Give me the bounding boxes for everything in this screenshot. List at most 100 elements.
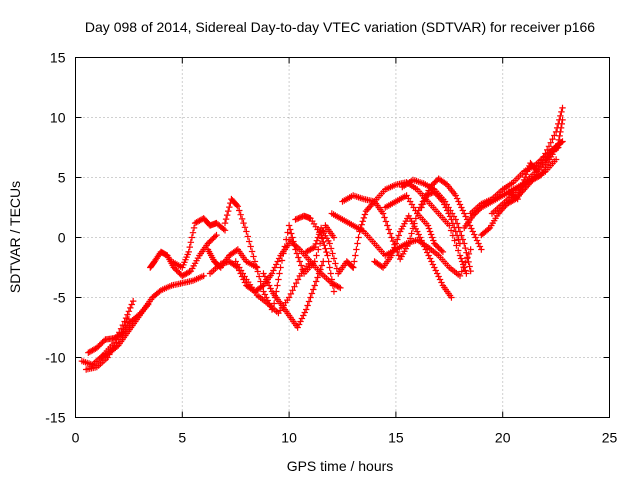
data-point bbox=[431, 240, 438, 247]
data-point bbox=[412, 215, 420, 222]
data-point bbox=[464, 254, 471, 261]
data-point bbox=[462, 267, 469, 274]
data-point bbox=[125, 308, 133, 315]
data-point bbox=[301, 309, 308, 316]
data-point bbox=[200, 272, 207, 280]
data-point bbox=[521, 173, 529, 181]
data-point bbox=[314, 234, 322, 241]
data-point bbox=[461, 210, 468, 217]
data-point bbox=[519, 179, 527, 187]
data-point bbox=[471, 231, 478, 238]
data-point bbox=[185, 248, 192, 256]
y-tick-label: -15 bbox=[45, 410, 65, 426]
data-point bbox=[257, 278, 264, 285]
data-point bbox=[327, 245, 335, 252]
data-point bbox=[122, 314, 130, 322]
data-point bbox=[298, 315, 306, 322]
data-point bbox=[465, 258, 472, 266]
data-point bbox=[233, 201, 240, 209]
data-point bbox=[285, 294, 293, 301]
data-point bbox=[388, 234, 395, 241]
data-point bbox=[250, 253, 257, 260]
data-point bbox=[348, 263, 356, 270]
chart-title: Day 098 of 2014, Sidereal Day-to-day VTE… bbox=[85, 19, 595, 35]
data-point bbox=[326, 240, 333, 247]
data-point bbox=[320, 238, 327, 246]
data-point bbox=[246, 238, 253, 245]
data-point bbox=[514, 195, 521, 203]
data-point bbox=[128, 301, 135, 308]
data-point bbox=[337, 284, 344, 292]
data-point bbox=[244, 233, 252, 240]
data-point bbox=[330, 255, 338, 262]
data-point bbox=[419, 240, 427, 247]
data-point bbox=[525, 165, 532, 172]
data-point bbox=[424, 222, 432, 229]
data-point bbox=[233, 247, 240, 254]
data-point bbox=[305, 298, 313, 305]
data-point bbox=[456, 252, 464, 259]
data-point bbox=[281, 243, 289, 250]
data-point bbox=[424, 190, 431, 198]
data-point bbox=[461, 264, 468, 271]
data-point bbox=[176, 269, 183, 277]
series-arc-16 bbox=[328, 210, 474, 280]
data-point bbox=[287, 290, 295, 298]
data-point bbox=[421, 243, 428, 250]
data-point bbox=[426, 183, 434, 191]
data-point bbox=[427, 231, 435, 238]
x-tick-label: 0 bbox=[72, 430, 80, 446]
data-point bbox=[455, 247, 462, 254]
data-point bbox=[358, 221, 365, 228]
series-arc-15 bbox=[302, 224, 357, 277]
data-point bbox=[234, 203, 242, 210]
series-arc-27 bbox=[505, 144, 562, 203]
data-point bbox=[171, 265, 179, 273]
series-arc-11 bbox=[260, 258, 327, 331]
data-point bbox=[439, 248, 447, 256]
data-point bbox=[117, 331, 125, 338]
data-point bbox=[524, 168, 531, 175]
data-point bbox=[285, 222, 293, 229]
data-point bbox=[330, 288, 338, 295]
series-arc-13 bbox=[285, 236, 344, 292]
data-point bbox=[418, 237, 425, 244]
data-point bbox=[462, 244, 469, 252]
data-point bbox=[415, 231, 422, 238]
data-point bbox=[542, 150, 549, 157]
data-point bbox=[466, 263, 473, 270]
data-point bbox=[379, 210, 387, 217]
data-point bbox=[422, 246, 430, 253]
data-point bbox=[447, 227, 455, 234]
data-point bbox=[323, 248, 330, 256]
data-point bbox=[378, 263, 385, 270]
data-point bbox=[485, 225, 492, 233]
data-point bbox=[429, 261, 437, 268]
data-point bbox=[467, 267, 474, 275]
data-point bbox=[458, 204, 465, 211]
data-point bbox=[226, 203, 233, 211]
data-point bbox=[353, 246, 360, 253]
data-point bbox=[293, 279, 300, 287]
data-point bbox=[302, 306, 310, 313]
data-point bbox=[478, 246, 485, 253]
data-point bbox=[129, 297, 137, 305]
data-point bbox=[432, 267, 439, 274]
data-point bbox=[222, 215, 230, 223]
data-point bbox=[431, 179, 438, 187]
data-point bbox=[431, 264, 438, 271]
data-point bbox=[124, 311, 131, 318]
data-point bbox=[274, 258, 281, 265]
data-point bbox=[286, 226, 294, 233]
data-point bbox=[247, 243, 254, 250]
data-point bbox=[354, 240, 361, 247]
data-point bbox=[425, 225, 433, 232]
data-point bbox=[267, 285, 274, 292]
data-point bbox=[295, 321, 303, 328]
data-point bbox=[356, 228, 363, 235]
data-point bbox=[468, 225, 475, 232]
data-point bbox=[365, 204, 373, 212]
data-point bbox=[455, 224, 462, 231]
data-point bbox=[555, 120, 562, 128]
data-point bbox=[392, 240, 400, 247]
